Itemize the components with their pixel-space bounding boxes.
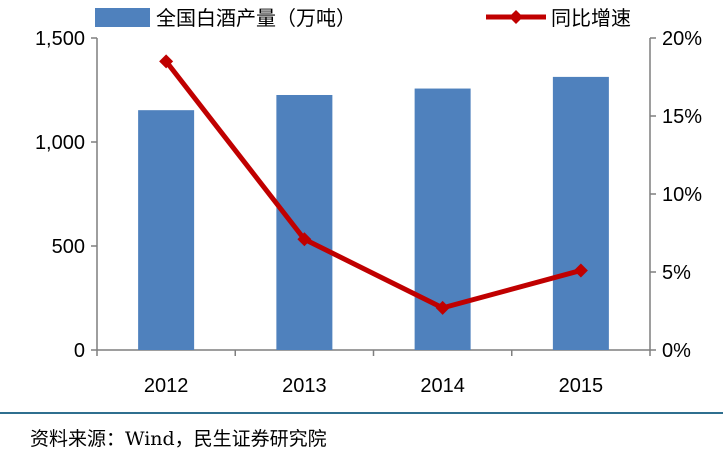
right-tick-label: 20% (662, 28, 702, 50)
growth-marker-2013 (297, 232, 312, 247)
right-tick-label: 5% (662, 262, 691, 284)
growth-marker-2012 (159, 54, 174, 69)
source-divider (0, 412, 723, 414)
right-tick-label: 10% (662, 184, 702, 206)
growth-marker-2015 (573, 263, 588, 278)
left-tick-label: 1,000 (35, 132, 85, 154)
bar-2013 (276, 94, 333, 350)
bar-2012 (138, 110, 195, 351)
x-tick-label: 2014 (420, 375, 465, 397)
legend-bar-label: 全国白酒产量（万吨） (156, 6, 356, 30)
x-tick-label: 2015 (559, 375, 604, 397)
left-tick-label: 1,500 (35, 28, 85, 50)
legend: 全国白酒产量（万吨） 同比增速 (95, 6, 631, 30)
legend-line-marker (509, 10, 523, 24)
x-tick-label: 2013 (282, 375, 327, 397)
tick-labels: 0 500 1,000 1,500 0% 5% 10% 15% 20% 2012 2013 2014 2… (35, 28, 702, 397)
legend-line-label: 同比增速 (551, 6, 631, 30)
chart: 全国白酒产量（万吨） 同比增速 0 500 1,000 1,500 0% 5% 10% 15%… (35, 6, 702, 397)
growth-line (159, 54, 588, 315)
right-tick-label: 0% (662, 340, 691, 362)
growth-marker-2014 (435, 300, 450, 315)
right-tick-label: 15% (662, 106, 702, 128)
x-tick-label: 2012 (144, 375, 189, 397)
bar-2015 (552, 76, 609, 351)
bars (138, 76, 609, 351)
left-tick-label: 500 (52, 236, 85, 258)
left-tick-label: 0 (74, 340, 85, 362)
source-note: 资料来源：Wind，民生证券研究院 (30, 428, 327, 450)
legend-bar-swatch (95, 8, 150, 27)
growth-line-path (164, 59, 582, 311)
